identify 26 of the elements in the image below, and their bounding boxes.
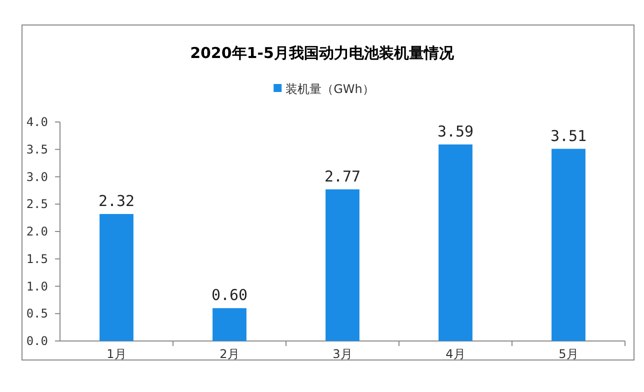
x-tick-label: 2月 <box>220 347 240 361</box>
data-label: 2.32 <box>98 192 135 210</box>
bar <box>438 144 472 341</box>
y-tick-label: 4.0 <box>26 115 48 129</box>
x-tick-label: 1月 <box>106 347 126 361</box>
legend-label: 装机量（GWh） <box>286 82 374 96</box>
chart-title: 2020年1-5月我国动力电池装机量情况 <box>190 44 455 62</box>
bar <box>552 148 586 341</box>
bar <box>212 308 246 341</box>
x-tick-label: 4月 <box>446 347 466 361</box>
y-tick-label: 0.5 <box>26 306 48 321</box>
x-tick-label: 3月 <box>332 347 352 361</box>
data-label: 2.77 <box>324 167 361 186</box>
bar <box>326 189 360 341</box>
y-tick-label: 1.0 <box>26 279 48 294</box>
data-label: 3.59 <box>437 122 474 140</box>
y-tick-label: 2.0 <box>26 224 48 238</box>
data-label: 0.60 <box>211 286 248 304</box>
y-tick-label: 3.5 <box>26 142 48 156</box>
y-tick-label: 2.5 <box>26 197 48 212</box>
y-tick-label: 3.0 <box>26 170 48 184</box>
y-tick-label: 1.5 <box>26 252 48 266</box>
data-label: 3.51 <box>550 126 587 145</box>
bar <box>100 214 134 341</box>
y-tick-label: 0.0 <box>26 334 48 348</box>
x-tick-label: 5月 <box>558 347 578 361</box>
